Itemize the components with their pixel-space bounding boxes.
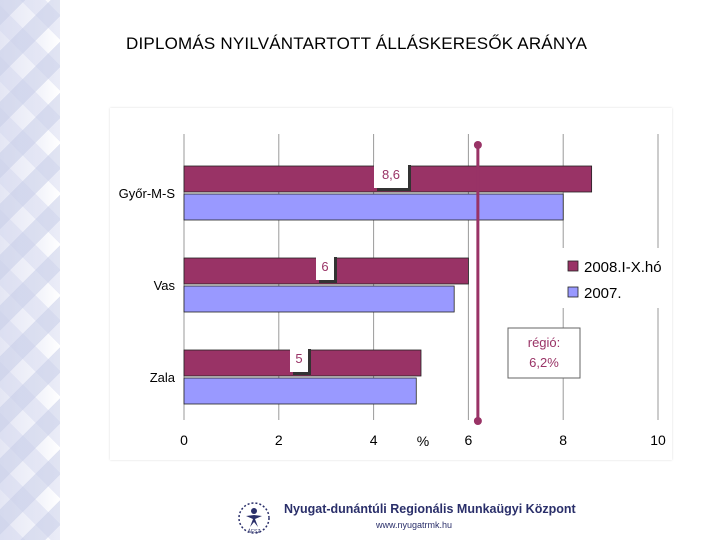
reference-label-line2: 6,2% [529,355,559,370]
bar-chart: Győr-M-S Vas Zala 0 2 4 6 8 10 régió: 6,2% 8,6 6 5… [119,134,670,449]
afsz-logo-icon: ÁFSZ [238,502,270,535]
x-tick-label: 0 [180,432,188,448]
legend-label: 2008.I-X.hó [584,259,662,276]
footer: ÁFSZ Nyugat-dunántúli Regionális Munkaüg… [236,496,576,536]
legend-swatch [567,286,579,298]
data-label: 5 [295,351,302,366]
x-tick-label: 10 [650,432,666,448]
page-title: DIPLOMÁS NYILVÁNTARTOTT ÁLLÁSKERESŐK ARÁ… [126,34,588,53]
data-label: 6 [321,259,328,274]
legend-swatch [567,260,579,272]
category-label: Vas [154,278,176,293]
reference-line-top-dot [473,141,482,149]
logo-text: ÁFSZ [248,528,261,535]
legend-box [558,248,670,308]
legend-label: 2007. [584,285,622,302]
category-labels: Győr-M-S Vas Zala [119,186,176,385]
bar-2007-1 [183,285,455,313]
footer-org-name: Nyugat-dunántúli Regionális Munkaügyi Kö… [284,502,576,516]
x-tick-labels: 0 2 4 6 8 10 [180,432,666,448]
bar-2007-0 [183,193,564,221]
x-tick-label: 6 [465,432,473,448]
x-tick-label: 4 [370,432,378,448]
x-tick-label: 8 [559,432,567,448]
category-label: Győr-M-S [119,186,176,201]
reference-callout-box [507,327,581,379]
legend: 2008.I-X.hó 2007. [558,248,670,308]
data-label-box [316,254,334,280]
x-tick-label: 2 [275,432,283,448]
data-label-box [374,162,408,188]
reference-line-group: régió: 6,2% [473,141,581,425]
reference-label-line1: régió: [528,335,561,350]
data-label-box [290,346,308,372]
bar-2007-2 [183,377,417,405]
data-labels: 8,6 6 5 [290,162,411,375]
data-label: 8,6 [382,167,400,182]
decorative-side-band [0,0,60,540]
reference-line-bottom-dot [473,417,482,425]
x-axis-label: % [417,433,429,449]
category-label: Zala [150,370,176,385]
footer-url: www.nyugatrmk.hu [376,520,453,530]
